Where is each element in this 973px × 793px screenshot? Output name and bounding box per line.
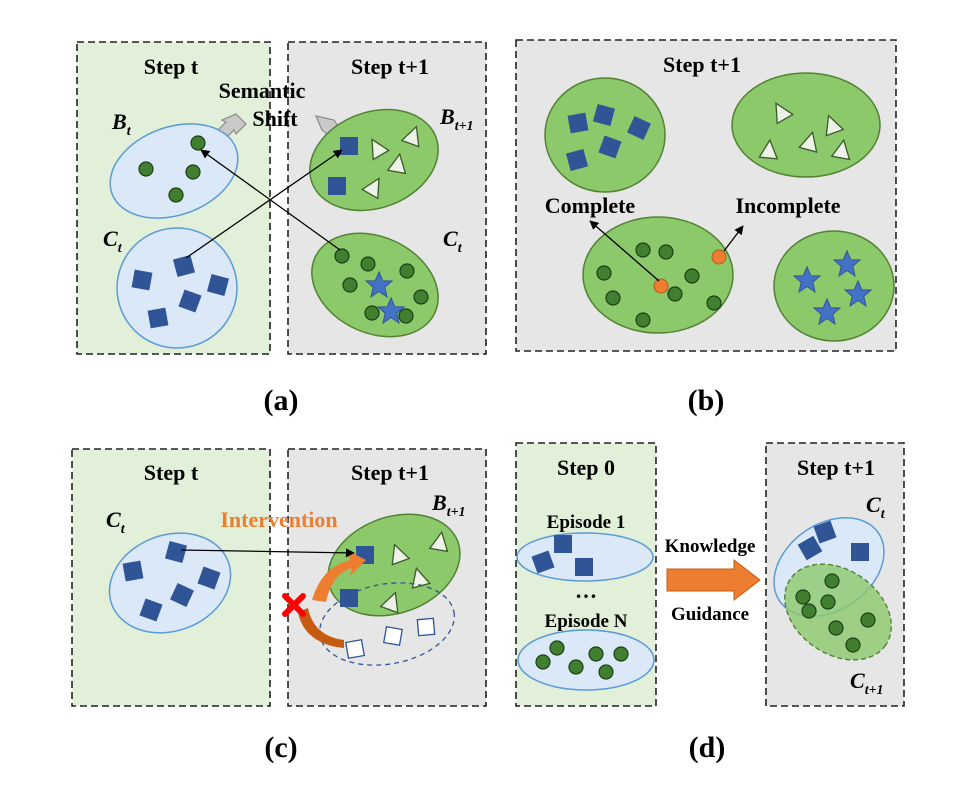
panel-b-caption: (b)	[688, 384, 725, 417]
cluster-dot	[706, 295, 722, 311]
panel-c-caption: (c)	[264, 731, 297, 764]
semantic-label: Semantic	[219, 78, 306, 103]
cluster-dot	[635, 242, 651, 258]
cluster-dot	[605, 290, 621, 306]
intervention-curved-arrow-down	[298, 608, 344, 648]
cluster-squares	[544, 77, 666, 193]
ct-label: Ct	[103, 226, 123, 256]
panel-a: Step t Step t+1 Semantic Shift Bt Ct Bt+…	[76, 41, 487, 417]
arrow-complete	[589, 220, 660, 282]
ct1-ellipse-d	[784, 563, 892, 661]
ct1-dot-d	[828, 620, 844, 636]
ct1-dot-d	[860, 612, 876, 628]
ct-square-d	[851, 543, 869, 561]
arrow-ct-to-bt1-c	[180, 548, 355, 558]
bt-label: Bt	[111, 109, 132, 139]
cluster-triangles	[731, 72, 881, 178]
panel-a-caption: (a)	[264, 384, 299, 417]
ct-right-dot	[399, 263, 415, 279]
center-point-complete	[653, 278, 669, 294]
panel-d: Step 0 Episode 1 … Episode N Knowledge G…	[515, 442, 905, 764]
ct1-label-d: Ct+1	[850, 668, 884, 698]
ct1-dot-d	[795, 589, 811, 605]
ct-label-d: Ct	[866, 492, 886, 522]
panel-c-step-t-title: Step t	[144, 460, 199, 485]
bt1-square	[340, 137, 358, 155]
panel-b-step-title: Step t+1	[663, 52, 741, 77]
panel-a-step-t-title: Step t	[144, 54, 199, 79]
ct-square-c	[122, 560, 144, 582]
episode1-square	[554, 535, 572, 553]
ct-right-dot	[398, 308, 414, 324]
panel-d-step-t1-title: Step t+1	[797, 455, 875, 480]
ct-label-c: Ct	[106, 507, 126, 537]
episode1-ellipse	[516, 532, 654, 582]
bt1-label-c: Bt+1	[431, 490, 466, 520]
cluster-dot	[667, 286, 683, 302]
knowledge-label: Knowledge	[665, 536, 756, 557]
center-point-incomplete	[711, 249, 727, 265]
ct1-dot-d	[820, 594, 836, 610]
arrow-ct1-to-bt	[200, 149, 341, 251]
ct-ellipse	[116, 227, 238, 349]
episodeN-dot	[568, 659, 584, 675]
cluster-dot	[596, 265, 612, 281]
bt1-label: Bt+1	[439, 104, 474, 134]
arrow-ct-to-bt1	[185, 149, 343, 259]
ct1-dot-d	[845, 637, 861, 653]
episodeN-dot	[613, 646, 629, 662]
episodeN-label: Episode N	[545, 611, 628, 632]
episodeN-dot	[588, 646, 604, 662]
complete-label: Complete	[545, 193, 636, 218]
cluster-stars	[773, 230, 895, 342]
guidance-label: Guidance	[671, 604, 749, 625]
panel-a-step-t1-title: Step t+1	[351, 54, 429, 79]
ct-right-dot	[342, 277, 358, 293]
incomplete-label: Incomplete	[735, 193, 840, 218]
shift-label: Shift	[252, 106, 298, 131]
bt-dot	[138, 161, 154, 177]
arrow-incomplete	[723, 225, 744, 252]
bt-dot	[168, 187, 184, 203]
episodeN-dot	[598, 664, 614, 680]
cluster-dot	[635, 312, 651, 328]
red-cross-icon	[282, 593, 306, 617]
cluster-square	[567, 112, 589, 134]
ct-square	[131, 269, 153, 291]
episode1-label: Episode 1	[547, 512, 626, 533]
bt-dot	[190, 135, 206, 151]
hollow-square	[416, 617, 436, 637]
ct1-dot-d	[801, 603, 817, 619]
cluster-dot	[684, 268, 700, 284]
panel-b: Step t+1 Complete Incomplete (b)	[515, 39, 897, 417]
knowledge-guidance-arrow	[666, 558, 761, 602]
episode-ellipsis: …	[575, 578, 597, 603]
ct-right-dot	[360, 256, 376, 272]
ct1-dot-d	[824, 573, 840, 589]
panel-c: Step t Step t+1 Ct Intervention Bt+1 (c)	[71, 448, 487, 764]
bt-dot	[185, 164, 201, 180]
bt1-square	[328, 177, 346, 195]
ct-right-dot	[364, 305, 380, 321]
ct-ellipse-c	[108, 532, 232, 634]
ct-right-dot	[334, 248, 350, 264]
panel-d-step0-title: Step 0	[557, 455, 615, 480]
bt-ellipse	[109, 123, 239, 219]
intervention-label: Intervention	[220, 507, 337, 532]
episode1-square	[575, 558, 593, 576]
panel-d-caption: (d)	[689, 731, 726, 764]
episodeN-dot	[535, 654, 551, 670]
hollow-square	[345, 639, 365, 659]
intervention-curved-arrow-up	[312, 550, 366, 602]
cluster-dots	[582, 216, 734, 334]
cluster-dot	[658, 244, 674, 260]
panel-c-step-t1-title: Step t+1	[351, 460, 429, 485]
ct-right-label: Ct	[443, 226, 463, 256]
ct-square	[147, 307, 169, 329]
ct-right-dot	[413, 289, 429, 305]
hollow-square	[383, 626, 403, 646]
episodeN-dot	[549, 640, 565, 656]
